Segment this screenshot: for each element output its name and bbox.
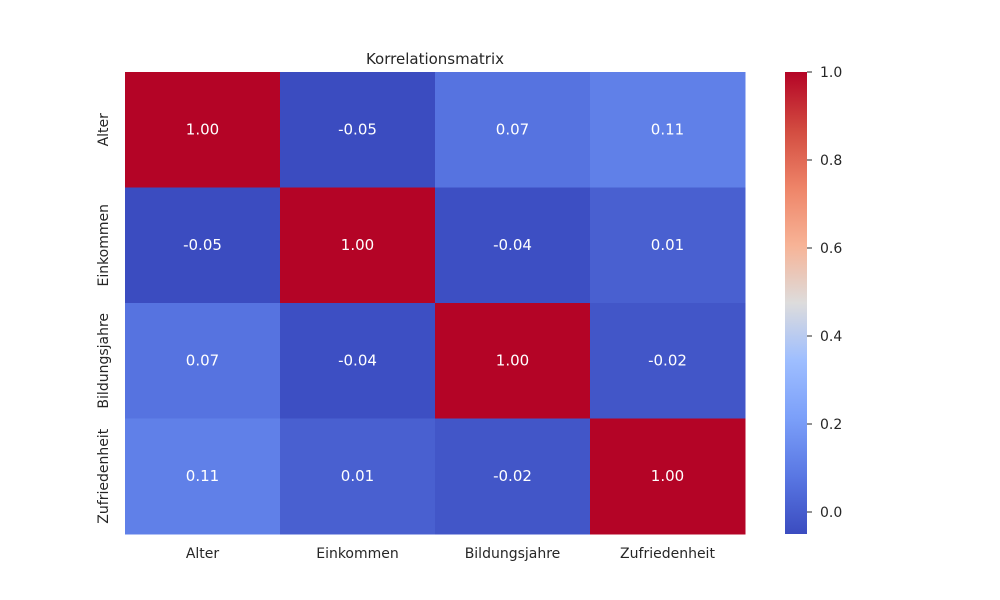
heatmap-cell <box>590 187 746 304</box>
heatmap-cell <box>125 418 281 535</box>
heatmap-cell <box>125 72 281 188</box>
heatmap-cells: 1.00 -0.05 0.07 0.11 -0.05 1.00 -0.04 0.01 0.07 -… <box>125 72 746 535</box>
y-tick-label: Alter <box>96 113 112 147</box>
cell-value-label: -0.04 <box>338 351 377 369</box>
colorbar-tick-label: 0.2 <box>820 417 842 433</box>
cell-value-label: 1.00 <box>186 120 219 138</box>
x-tick-label: Zufriedenheit <box>620 546 715 562</box>
chart-title: Korrelationsmatrix <box>366 50 504 68</box>
heatmap-cell <box>590 72 746 188</box>
cell-value-label: 0.01 <box>341 467 374 485</box>
colorbar-tick-label: 0.0 <box>820 505 842 521</box>
cell-value-label: 0.07 <box>496 120 529 138</box>
cell-value-label: -0.04 <box>493 236 532 254</box>
colorbar-tick-label: 0.8 <box>820 153 842 169</box>
heatmap-cell <box>280 303 436 419</box>
cell-value-label: 0.11 <box>186 467 219 485</box>
heatmap-cell <box>435 303 591 419</box>
y-tick-label: Zufriedenheit <box>96 428 112 523</box>
cell-value-label: 0.11 <box>651 120 684 138</box>
cell-value-label: -0.05 <box>338 120 377 138</box>
heatmap-cell <box>125 187 281 304</box>
colorbar-tick-labels: 0.0 0.2 0.4 0.6 0.8 1.0 <box>807 65 842 521</box>
heatmap-cell <box>435 187 591 304</box>
heatmap-cell <box>280 418 436 535</box>
colorbar-tick-label: 0.6 <box>820 241 842 257</box>
cell-value-label: -0.02 <box>493 467 532 485</box>
heatmap-cell <box>590 303 746 419</box>
heatmap-cell <box>435 72 591 188</box>
x-tick-label: Einkommen <box>316 546 399 562</box>
y-axis-tick-labels: Alter Einkommen Bildungsjahre Zufriedenheit <box>96 113 112 524</box>
cell-value-label: -0.02 <box>648 351 687 369</box>
heatmap-cell <box>280 72 436 188</box>
heatmap-cell <box>280 187 436 304</box>
heatmap-cell <box>590 418 746 535</box>
colorbar-tick-label: 0.4 <box>820 329 842 345</box>
cell-value-label: 1.00 <box>341 236 374 254</box>
heatmap-cell <box>435 418 591 535</box>
x-axis-tick-labels: Alter Einkommen Bildungsjahre Zufriedenheit <box>186 546 716 562</box>
y-tick-label: Einkommen <box>96 204 112 287</box>
heatmap-cell <box>125 303 281 419</box>
cell-value-label: -0.05 <box>183 236 222 254</box>
cell-value-label: 0.01 <box>651 236 684 254</box>
cell-value-label: 0.07 <box>186 351 219 369</box>
x-tick-label: Alter <box>186 546 220 562</box>
x-tick-label: Bildungsjahre <box>465 546 561 562</box>
y-tick-label: Bildungsjahre <box>96 313 112 409</box>
colorbar <box>785 72 807 534</box>
cell-value-label: 1.00 <box>651 467 684 485</box>
colorbar-tick-label: 1.0 <box>820 65 842 81</box>
cell-value-label: 1.00 <box>496 351 529 369</box>
